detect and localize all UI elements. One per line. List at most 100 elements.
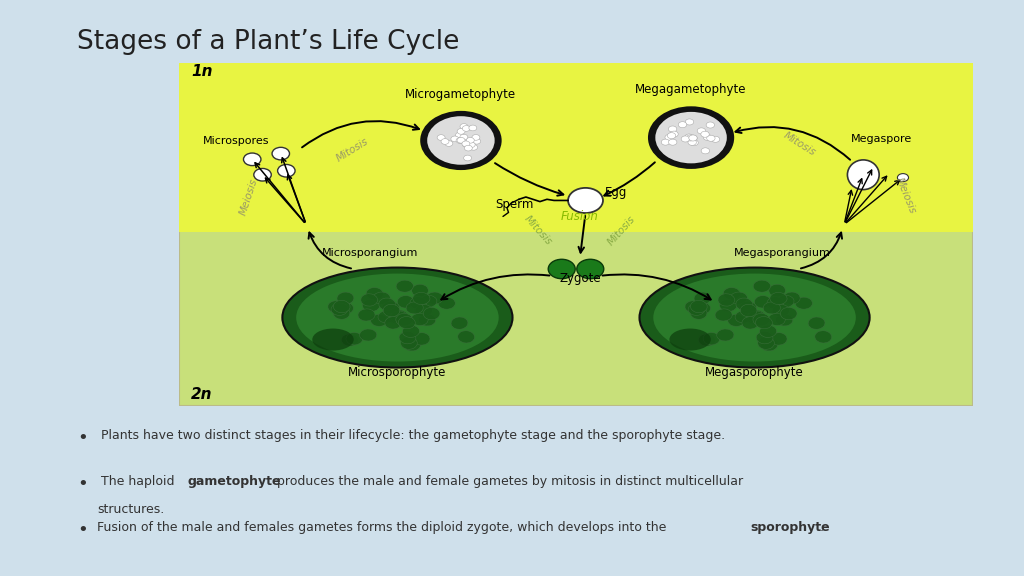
Ellipse shape: [772, 305, 790, 317]
Ellipse shape: [688, 303, 706, 316]
Ellipse shape: [390, 311, 408, 323]
Circle shape: [473, 138, 480, 144]
Ellipse shape: [331, 303, 348, 316]
Circle shape: [457, 138, 465, 143]
Ellipse shape: [367, 287, 383, 300]
Ellipse shape: [749, 310, 765, 323]
Ellipse shape: [753, 313, 770, 326]
Circle shape: [457, 138, 465, 143]
Circle shape: [469, 125, 477, 131]
Circle shape: [470, 145, 477, 150]
Circle shape: [703, 134, 712, 141]
Ellipse shape: [777, 295, 794, 308]
Ellipse shape: [403, 339, 421, 351]
Ellipse shape: [769, 285, 785, 297]
Ellipse shape: [754, 280, 770, 292]
Circle shape: [254, 168, 271, 181]
Text: Plants have two distinct stages in their lifecycle: the gametophyte stage and th: Plants have two distinct stages in their…: [97, 429, 725, 442]
Circle shape: [897, 173, 908, 181]
Ellipse shape: [760, 325, 776, 338]
Ellipse shape: [780, 308, 797, 320]
Circle shape: [685, 119, 693, 125]
Text: Meiosis: Meiosis: [894, 176, 918, 215]
Circle shape: [669, 126, 677, 132]
Circle shape: [712, 137, 720, 142]
Text: Microgametophyte: Microgametophyte: [406, 88, 516, 101]
Ellipse shape: [385, 317, 401, 329]
Circle shape: [577, 259, 604, 279]
Ellipse shape: [808, 317, 825, 329]
Ellipse shape: [378, 310, 395, 323]
Ellipse shape: [639, 268, 869, 367]
Ellipse shape: [389, 312, 406, 324]
Text: structures.: structures.: [97, 503, 165, 516]
Ellipse shape: [767, 297, 783, 309]
Ellipse shape: [740, 304, 757, 317]
Ellipse shape: [815, 331, 831, 343]
Ellipse shape: [761, 339, 777, 351]
Circle shape: [686, 135, 694, 141]
Circle shape: [472, 135, 480, 141]
Ellipse shape: [768, 313, 785, 325]
Text: Microspores: Microspores: [203, 137, 269, 146]
Circle shape: [244, 153, 261, 166]
Circle shape: [441, 139, 449, 145]
Ellipse shape: [415, 305, 432, 317]
Ellipse shape: [346, 332, 362, 345]
Ellipse shape: [848, 160, 880, 190]
Circle shape: [278, 165, 295, 177]
Ellipse shape: [383, 304, 399, 317]
Ellipse shape: [735, 310, 753, 323]
Text: Stages of a Plant’s Life Cycle: Stages of a Plant’s Life Cycle: [77, 29, 459, 55]
Ellipse shape: [399, 332, 416, 344]
Ellipse shape: [653, 274, 856, 362]
Ellipse shape: [419, 314, 435, 326]
Ellipse shape: [413, 293, 430, 305]
Text: Megaspore: Megaspore: [851, 134, 912, 144]
Text: 1n: 1n: [191, 64, 213, 79]
Circle shape: [662, 139, 670, 145]
Circle shape: [688, 139, 696, 145]
Ellipse shape: [412, 285, 428, 297]
Circle shape: [665, 134, 674, 141]
Ellipse shape: [402, 325, 420, 338]
Ellipse shape: [283, 268, 512, 367]
Circle shape: [462, 142, 470, 147]
Ellipse shape: [296, 274, 499, 362]
Ellipse shape: [438, 297, 456, 309]
Ellipse shape: [756, 317, 772, 329]
Ellipse shape: [730, 292, 748, 304]
Circle shape: [462, 141, 470, 147]
Ellipse shape: [423, 308, 440, 320]
Ellipse shape: [334, 300, 350, 313]
Ellipse shape: [400, 337, 418, 349]
Circle shape: [697, 128, 706, 134]
Circle shape: [456, 138, 464, 143]
Text: Egg: Egg: [605, 186, 628, 199]
Circle shape: [690, 140, 698, 146]
Circle shape: [678, 122, 687, 128]
Text: produces the male and female gametes by mitosis in distinct multicellular: produces the male and female gametes by …: [273, 475, 743, 488]
Text: Megagametophyte: Megagametophyte: [635, 83, 746, 96]
Ellipse shape: [670, 328, 711, 351]
Circle shape: [689, 135, 697, 141]
Circle shape: [669, 139, 677, 145]
Ellipse shape: [715, 309, 732, 321]
Text: The haploid: The haploid: [97, 475, 179, 488]
Text: Mitosis: Mitosis: [522, 214, 554, 247]
Ellipse shape: [362, 300, 380, 312]
Ellipse shape: [718, 294, 734, 306]
Circle shape: [460, 134, 468, 140]
Circle shape: [568, 188, 603, 213]
Ellipse shape: [373, 292, 390, 304]
Ellipse shape: [336, 302, 353, 314]
Ellipse shape: [783, 292, 800, 304]
Circle shape: [670, 131, 678, 137]
Ellipse shape: [359, 329, 377, 341]
Ellipse shape: [758, 337, 774, 349]
Ellipse shape: [756, 332, 773, 344]
Ellipse shape: [739, 301, 757, 314]
Text: Microsporophyte: Microsporophyte: [348, 366, 446, 380]
Circle shape: [701, 148, 710, 154]
Circle shape: [548, 259, 575, 279]
